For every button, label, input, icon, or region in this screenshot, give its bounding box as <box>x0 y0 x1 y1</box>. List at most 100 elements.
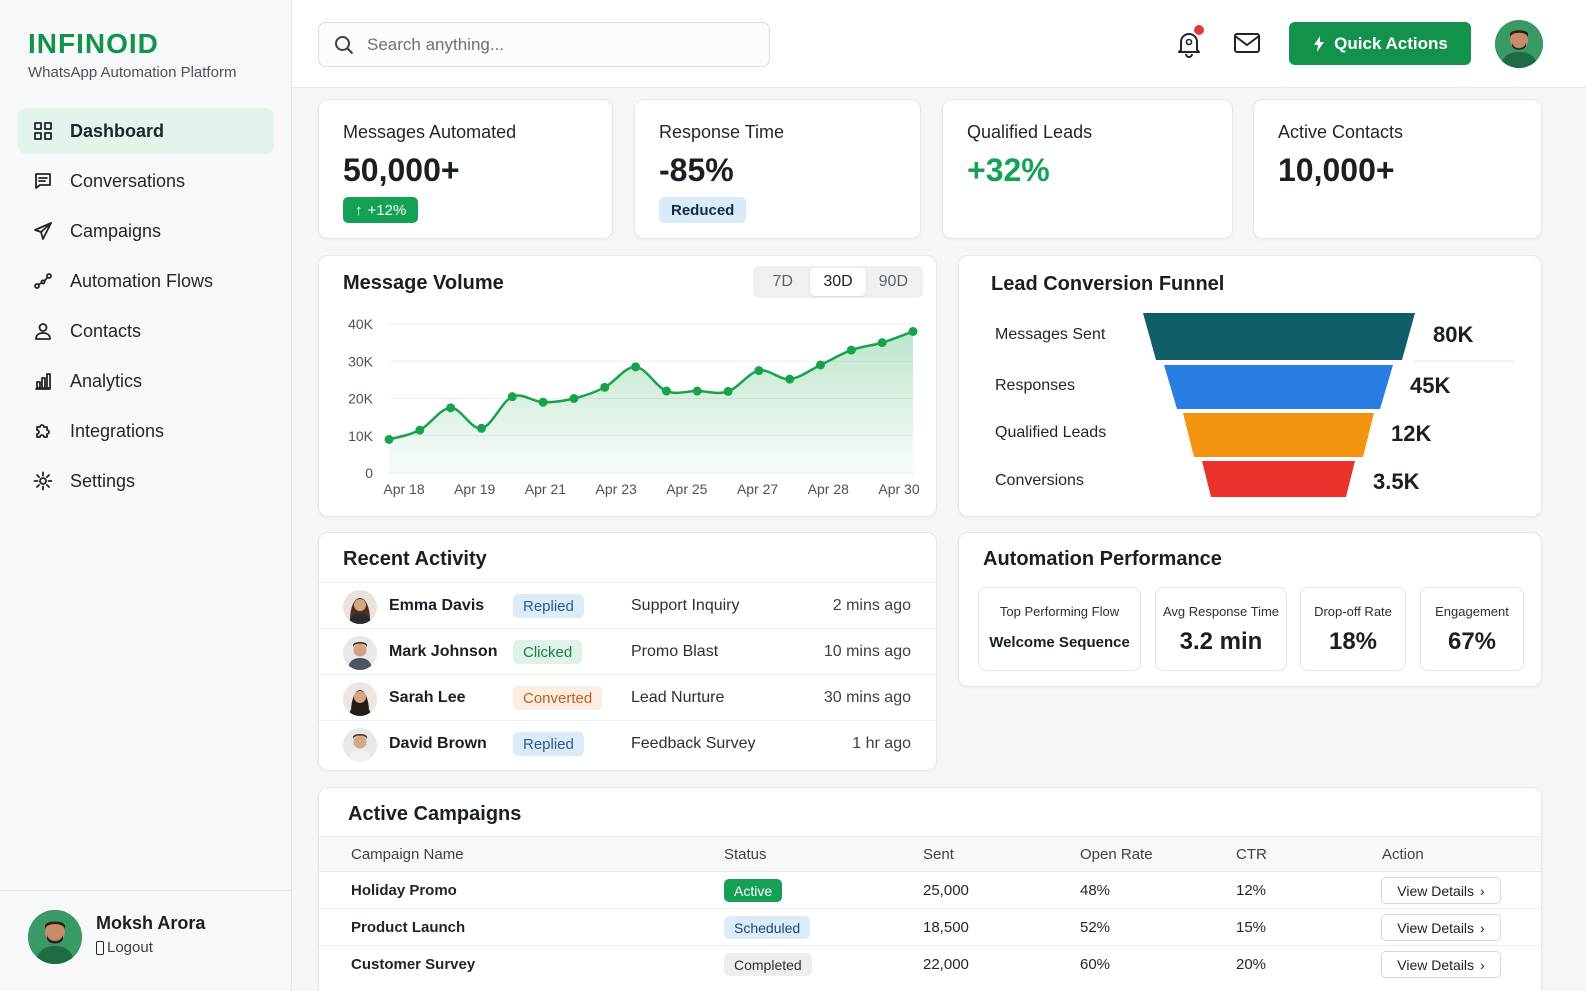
quick-actions-button[interactable]: Quick Actions <box>1289 22 1471 65</box>
x-tick-label: Apr 28 <box>808 481 849 497</box>
column-header: Campaign Name <box>351 846 464 863</box>
ctr: 20% <box>1236 956 1266 973</box>
avatar <box>343 682 377 716</box>
top-header: Quick Actions <box>292 0 1586 88</box>
view-details-label: View Details <box>1397 957 1474 973</box>
sidebar-item-automation-flows[interactable]: Automation Flows <box>18 258 274 304</box>
data-point <box>385 435 394 444</box>
list-item[interactable]: Emma Davis Replied Support Inquiry 2 min… <box>319 582 937 628</box>
column-header: Sent <box>923 846 954 863</box>
status-badge: Clicked <box>513 640 582 664</box>
funnel-label: Qualified Leads <box>995 424 1106 442</box>
stat-card-active-contacts: Active Contacts 10,000+ <box>1253 99 1542 239</box>
stat-card-messages: Messages Automated 50,000+ ↑+12% <box>318 99 613 239</box>
table-row: Product Launch Scheduled 18,500 52% 15% … <box>319 909 1541 946</box>
list-item[interactable]: David Brown Replied Feedback Survey 1 hr… <box>319 720 937 766</box>
list-item[interactable]: Mark Johnson Clicked Promo Blast 10 mins… <box>319 628 937 674</box>
sent-count: 22,000 <box>923 956 969 973</box>
sidebar-item-campaigns[interactable]: Campaigns <box>18 208 274 254</box>
stat-card-response-time: Response Time -85% Reduced <box>634 99 921 239</box>
metric-avg-response: Avg Response Time 3.2 min <box>1155 587 1287 671</box>
metric-value: Welcome Sequence <box>979 634 1140 651</box>
data-point <box>909 327 918 336</box>
sidebar-item-label: Campaigns <box>70 221 161 242</box>
sidebar-item-contacts[interactable]: Contacts <box>18 308 274 354</box>
sidebar-item-label: Automation Flows <box>70 271 213 292</box>
data-point <box>662 387 671 396</box>
view-details-button[interactable]: View Details › <box>1381 914 1501 941</box>
active-campaigns-card: Active Campaigns Campaign Name Status Se… <box>318 787 1542 991</box>
data-point <box>754 366 763 375</box>
metric-label: Avg Response Time <box>1156 604 1286 619</box>
mail-icon <box>1232 30 1262 56</box>
sidebar-item-dashboard[interactable]: Dashboard <box>18 108 274 154</box>
sidebar-nav: Dashboard Conversations Campaigns Automa… <box>18 108 274 508</box>
view-details-label: View Details <box>1397 920 1474 936</box>
send-icon <box>32 220 54 242</box>
table-row: Customer Survey Completed 22,000 60% 20%… <box>319 946 1541 983</box>
brand-logo[interactable]: INFINOID <box>28 28 159 60</box>
funnel-stage-conversions <box>1202 461 1355 497</box>
card-title: Automation Performance <box>983 548 1222 571</box>
funnel-value: 45K <box>1410 373 1450 399</box>
search-bar <box>318 22 770 67</box>
avatar <box>343 728 377 762</box>
stat-value: 10,000+ <box>1278 152 1395 189</box>
data-point <box>878 338 887 347</box>
range-selector: 7D 30D 90D <box>753 266 923 298</box>
sent-count: 18,500 <box>923 919 969 936</box>
funnel-label: Conversions <box>995 472 1084 490</box>
campaign-name: Feedback Survey <box>631 735 756 753</box>
range-90d-button[interactable]: 90D <box>866 268 921 296</box>
avatar[interactable] <box>28 910 82 964</box>
column-header: CTR <box>1236 846 1267 863</box>
data-point <box>569 394 578 403</box>
avatar <box>343 590 377 624</box>
column-header: Action <box>1382 846 1424 863</box>
range-30d-button[interactable]: 30D <box>810 268 865 296</box>
data-point <box>508 392 517 401</box>
timestamp: 30 mins ago <box>824 689 911 707</box>
sidebar-item-settings[interactable]: Settings <box>18 458 274 504</box>
automation-performance-card: Automation Performance Top Performing Fl… <box>958 532 1542 687</box>
sidebar-item-integrations[interactable]: Integrations <box>18 408 274 454</box>
range-7d-button[interactable]: 7D <box>755 268 810 296</box>
grid-icon <box>32 120 54 142</box>
sidebar-item-label: Settings <box>70 471 135 492</box>
user-profile: Moksh Arora Logout <box>0 890 292 991</box>
funnel-stage-responses <box>1164 365 1393 409</box>
messages-button[interactable] <box>1232 30 1262 56</box>
series-area <box>389 331 913 473</box>
data-point <box>693 387 702 396</box>
notification-button[interactable] <box>1174 28 1204 58</box>
campaign-name: Support Inquiry <box>631 597 740 615</box>
chevron-right-icon: › <box>1480 920 1485 936</box>
search-input[interactable] <box>367 35 747 55</box>
stat-label: Response Time <box>659 122 784 143</box>
x-tick-label: Apr 19 <box>454 481 495 497</box>
chevron-right-icon: › <box>1480 957 1485 973</box>
status-badge: Active <box>724 879 782 902</box>
list-item[interactable]: Sarah Lee Converted Lead Nurture 30 mins… <box>319 674 937 720</box>
y-tick-label: 40K <box>348 316 374 332</box>
view-details-button[interactable]: View Details › <box>1381 951 1501 978</box>
x-tick-label: Apr 21 <box>525 481 566 497</box>
logout-link[interactable]: Logout <box>96 939 153 956</box>
avatar[interactable] <box>1495 20 1543 68</box>
view-details-button[interactable]: View Details› <box>1381 877 1501 904</box>
card-title: Active Campaigns <box>348 803 521 826</box>
notification-dot <box>1194 25 1204 35</box>
sidebar-item-analytics[interactable]: Analytics <box>18 358 274 404</box>
timestamp: 10 mins ago <box>824 643 911 661</box>
stat-label: Messages Automated <box>343 122 516 143</box>
metric-value: 3.2 min <box>1156 628 1286 656</box>
status-badge: Scheduled <box>724 916 810 939</box>
sidebar-item-label: Integrations <box>70 421 164 442</box>
x-tick-label: Apr 18 <box>383 481 424 497</box>
chevron-right-icon: › <box>1480 883 1485 899</box>
stat-card-qualified-leads: Qualified Leads +32% <box>942 99 1233 239</box>
bar-chart-icon <box>32 370 54 392</box>
data-point <box>847 346 856 355</box>
campaign-name: Product Launch <box>351 919 465 936</box>
sidebar-item-conversations[interactable]: Conversations <box>18 158 274 204</box>
